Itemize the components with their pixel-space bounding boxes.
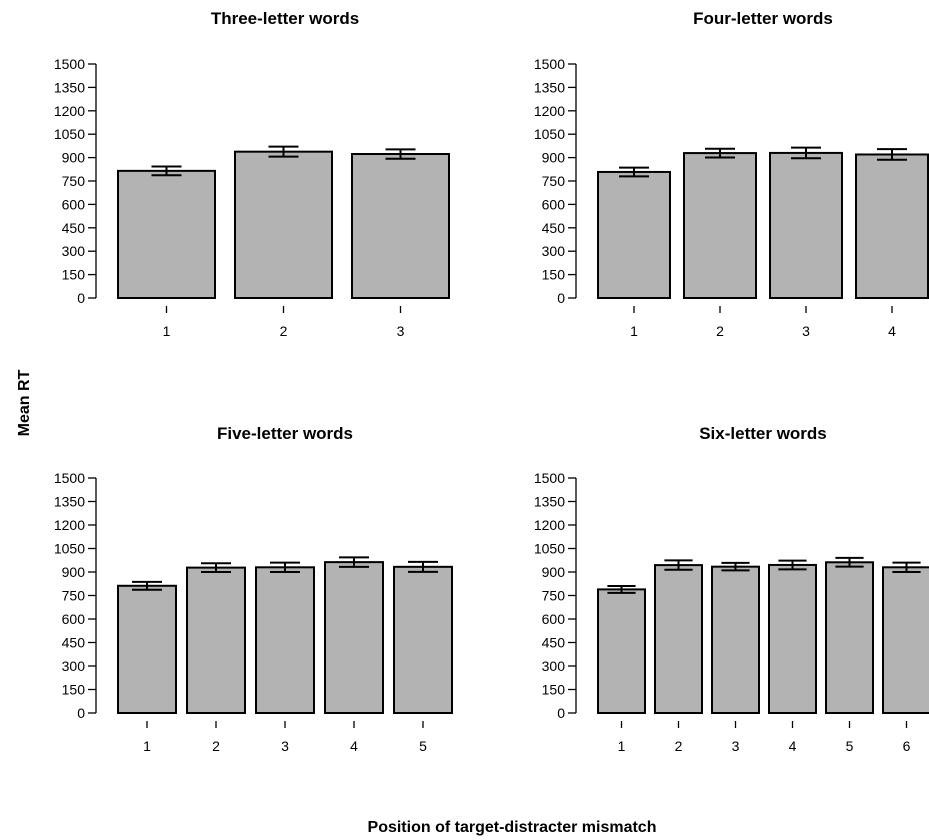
y-tick-label: 300 xyxy=(542,658,566,674)
x-tick-label: 2 xyxy=(212,738,220,754)
chart-title: Five-letter words xyxy=(217,424,353,443)
bar xyxy=(597,588,646,715)
y-tick-label: 0 xyxy=(77,705,85,721)
y-tick-label: 450 xyxy=(542,635,566,651)
x-tick-label: 2 xyxy=(280,323,288,339)
y-tick-label: 450 xyxy=(62,220,86,236)
bar xyxy=(882,566,929,714)
y-tick-label: 300 xyxy=(62,243,86,259)
y-tick-label: 750 xyxy=(62,588,86,604)
x-tick-label: 3 xyxy=(397,323,405,339)
x-tick-label: 4 xyxy=(888,323,896,339)
y-tick-label: 1050 xyxy=(534,541,565,557)
y-tick-label: 1500 xyxy=(54,56,85,72)
y-tick-label: 750 xyxy=(542,173,566,189)
bar xyxy=(234,150,333,299)
y-tick-label: 0 xyxy=(557,290,565,306)
y-tick-label: 450 xyxy=(542,220,566,236)
bar xyxy=(654,564,703,715)
x-axis-title: Position of target-distracter mismatch xyxy=(368,819,657,836)
chart-panel-1: Three-letter words 0 150 300 450 600 750 900 105… xyxy=(54,9,450,339)
y-tick-label: 600 xyxy=(542,196,566,212)
bar xyxy=(825,561,874,715)
y-tick-label: 1350 xyxy=(54,79,85,95)
x-tick-label: 6 xyxy=(903,738,911,754)
x-tick-label: 2 xyxy=(716,323,724,339)
y-tick-label: 1050 xyxy=(54,126,85,142)
y-tick-label: 1350 xyxy=(534,494,565,510)
x-tick-label: 1 xyxy=(618,738,626,754)
y-tick-label: 450 xyxy=(62,635,86,651)
x-tick-label: 4 xyxy=(350,738,358,754)
x-tick-label: 2 xyxy=(675,738,683,754)
y-tick-label: 150 xyxy=(62,682,86,698)
x-tick-label: 1 xyxy=(630,323,638,339)
y-tick-label: 1500 xyxy=(534,56,565,72)
bar xyxy=(117,584,177,715)
x-tick-label: 3 xyxy=(281,738,289,754)
y-tick-label: 1200 xyxy=(534,517,565,533)
y-tick-label: 750 xyxy=(62,173,86,189)
bar xyxy=(769,151,843,299)
x-tick-label: 1 xyxy=(163,323,171,339)
y-tick-label: 900 xyxy=(62,564,86,580)
y-tick-label: 1500 xyxy=(534,470,565,486)
x-tick-label: 3 xyxy=(802,323,810,339)
bar xyxy=(597,170,671,299)
y-tick-label: 1200 xyxy=(54,517,85,533)
y-tick-label: 600 xyxy=(62,611,86,627)
bar xyxy=(351,153,450,299)
y-tick-label: 1200 xyxy=(54,103,85,119)
y-tick-label: 1200 xyxy=(534,103,565,119)
y-tick-label: 300 xyxy=(62,658,86,674)
y-tick-label: 600 xyxy=(62,196,86,212)
y-tick-label: 900 xyxy=(542,564,566,580)
y-tick-label: 0 xyxy=(557,705,565,721)
bar xyxy=(186,566,246,715)
bar xyxy=(855,153,929,299)
x-tick-label: 5 xyxy=(846,738,854,754)
panels: Three-letter words0150300450600750900105… xyxy=(54,9,929,754)
chart-panel-4: Six-letter words 0 150 300 450 600 750 900 1050 1… xyxy=(534,424,929,754)
y-tick-label: 150 xyxy=(62,267,86,283)
bar xyxy=(393,565,453,715)
y-axis-title: Mean RT xyxy=(16,369,33,436)
y-tick-label: 1050 xyxy=(534,126,565,142)
y-tick-label: 1500 xyxy=(54,470,85,486)
y-tick-label: 900 xyxy=(542,150,566,166)
chart-title: Four-letter words xyxy=(693,9,833,28)
bar xyxy=(117,169,216,299)
y-tick-label: 1050 xyxy=(54,541,85,557)
x-tick-label: 5 xyxy=(419,738,427,754)
bar xyxy=(768,563,817,715)
y-tick-label: 1350 xyxy=(534,79,565,95)
x-tick-label: 3 xyxy=(732,738,740,754)
y-tick-label: 900 xyxy=(62,150,86,166)
y-tick-label: 750 xyxy=(542,588,566,604)
bar xyxy=(324,561,384,714)
y-tick-label: 1350 xyxy=(54,494,85,510)
bar xyxy=(255,566,315,714)
x-tick-label: 1 xyxy=(143,738,151,754)
bar xyxy=(683,152,757,299)
y-tick-label: 300 xyxy=(542,243,566,259)
y-tick-label: 600 xyxy=(542,611,566,627)
chart-panel-3: Five-letter words 0 150 300 450 600 750 900 1050… xyxy=(54,424,453,754)
y-tick-label: 0 xyxy=(77,290,85,306)
bar xyxy=(711,565,760,714)
chart-title: Six-letter words xyxy=(699,424,827,443)
x-tick-label: 4 xyxy=(789,738,797,754)
y-tick-label: 150 xyxy=(542,267,566,283)
chart-panel-2: Four-letter words 0 150 300 450 600 750 900 1050… xyxy=(534,9,929,339)
chart-title: Three-letter words xyxy=(211,9,359,28)
y-tick-label: 150 xyxy=(542,682,566,698)
